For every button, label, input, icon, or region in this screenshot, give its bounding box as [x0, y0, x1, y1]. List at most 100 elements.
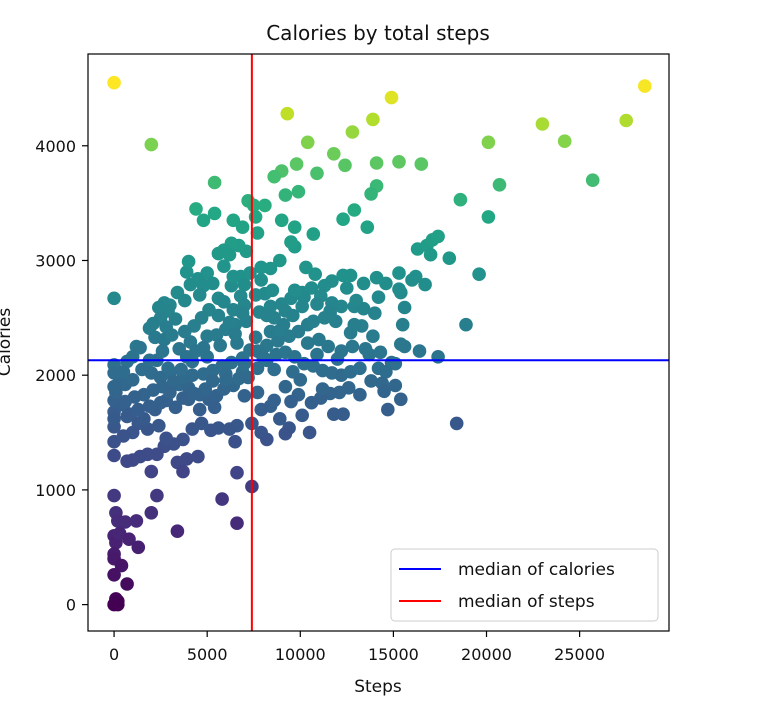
scatter-point	[155, 344, 170, 358]
scatter-point	[120, 409, 134, 424]
scatter-point	[369, 270, 384, 285]
scatter-point	[207, 400, 222, 415]
scatter-point	[384, 90, 399, 105]
scatter-point	[492, 178, 507, 192]
scatter-point	[481, 135, 496, 150]
scatter-point	[254, 425, 268, 440]
scatter-point	[414, 157, 429, 171]
scatter-point	[254, 273, 268, 287]
y-tick-label: 1000	[35, 481, 76, 500]
scatter-point	[181, 254, 196, 269]
points-layer	[107, 75, 652, 612]
scatter-point	[557, 134, 572, 148]
x-tick-label: 20000	[461, 645, 512, 664]
scatter-point	[107, 488, 121, 503]
x-axis-label: Steps	[354, 677, 402, 697]
scatter-point	[347, 317, 362, 332]
scatter-point	[222, 315, 237, 330]
plot-frame	[87, 53, 670, 632]
scatter-point	[397, 339, 412, 354]
scatter-point	[345, 339, 360, 354]
scatter-point	[198, 382, 213, 396]
scatter-point	[228, 327, 242, 341]
scatter-point	[170, 524, 185, 538]
x-tick-label: 5000	[187, 645, 228, 664]
scatter-point	[215, 492, 229, 506]
scatter-point	[364, 187, 378, 201]
scatter-point	[122, 532, 136, 546]
scatter-point	[153, 395, 168, 410]
scatter-point	[369, 156, 384, 170]
scatter-point	[219, 373, 233, 387]
scatter-point	[310, 166, 324, 181]
scatter-point	[377, 384, 391, 399]
scatter-point	[174, 362, 188, 377]
scatter-point	[230, 465, 244, 480]
scatter-point	[178, 324, 192, 339]
scatter-point	[107, 448, 121, 463]
chart-title: Calories by total steps	[266, 21, 490, 45]
scatter-point	[254, 402, 268, 417]
scatter-point	[371, 290, 386, 305]
scatter-point	[280, 106, 295, 121]
scatter-point	[284, 394, 298, 409]
scatter-point	[176, 464, 190, 479]
scatter-point	[273, 253, 287, 268]
scatter-point	[271, 334, 285, 348]
scatter-point	[144, 137, 159, 152]
scatter-point	[338, 158, 352, 173]
scatter-point	[260, 308, 274, 323]
scatter-point	[179, 265, 194, 279]
scatter-point	[207, 206, 222, 221]
scatter-point	[207, 175, 222, 190]
scatter-point	[163, 385, 177, 400]
scatter-point	[431, 350, 445, 364]
scatter-point	[327, 147, 341, 161]
scatter-point	[336, 407, 350, 422]
scatter-point	[192, 402, 207, 417]
scatter-point	[120, 577, 134, 591]
y-axis-label: Calories	[0, 308, 15, 377]
scatter-point	[217, 295, 231, 309]
scatter-point	[412, 344, 427, 358]
x-tick-label: 0	[109, 645, 119, 664]
scatter-point	[315, 382, 330, 396]
scatter-point	[449, 416, 464, 431]
scatter-point	[116, 365, 131, 379]
y-tick-label: 4000	[35, 137, 76, 156]
scatter-point	[125, 373, 140, 387]
legend: median of calories median of steps	[390, 548, 659, 622]
scatter-point	[481, 210, 496, 224]
scatter-point	[392, 266, 406, 280]
scatter-point	[217, 259, 231, 274]
scatter-point	[349, 293, 364, 308]
y-tick-label: 2000	[35, 366, 76, 385]
scatter-point	[178, 293, 192, 308]
scatter-point	[232, 371, 246, 386]
scatter-point	[293, 373, 308, 387]
scatter-point	[284, 235, 298, 249]
scatter-point	[179, 350, 194, 364]
y-tick-label: 0	[66, 596, 76, 615]
scatter-point	[144, 506, 159, 520]
scatter-point	[196, 367, 211, 381]
scatter-point	[131, 402, 146, 417]
scatter-point	[114, 558, 129, 573]
scatter-point	[118, 515, 132, 529]
scatter-point	[228, 434, 242, 449]
scatter-point	[273, 323, 287, 338]
scatter-point	[392, 282, 406, 297]
x-tick-label: 25000	[554, 645, 605, 664]
scatter-point	[129, 514, 144, 528]
scatter-point	[366, 112, 380, 127]
scatter-point	[330, 352, 345, 366]
scatter-point	[302, 425, 317, 440]
scatter-point	[336, 212, 350, 226]
scatter-point	[243, 266, 257, 280]
scatter-point	[191, 449, 205, 464]
scatter-point	[111, 597, 125, 612]
scatter-point	[189, 202, 203, 216]
scatter-point	[312, 332, 326, 347]
scatter-point	[107, 568, 121, 582]
